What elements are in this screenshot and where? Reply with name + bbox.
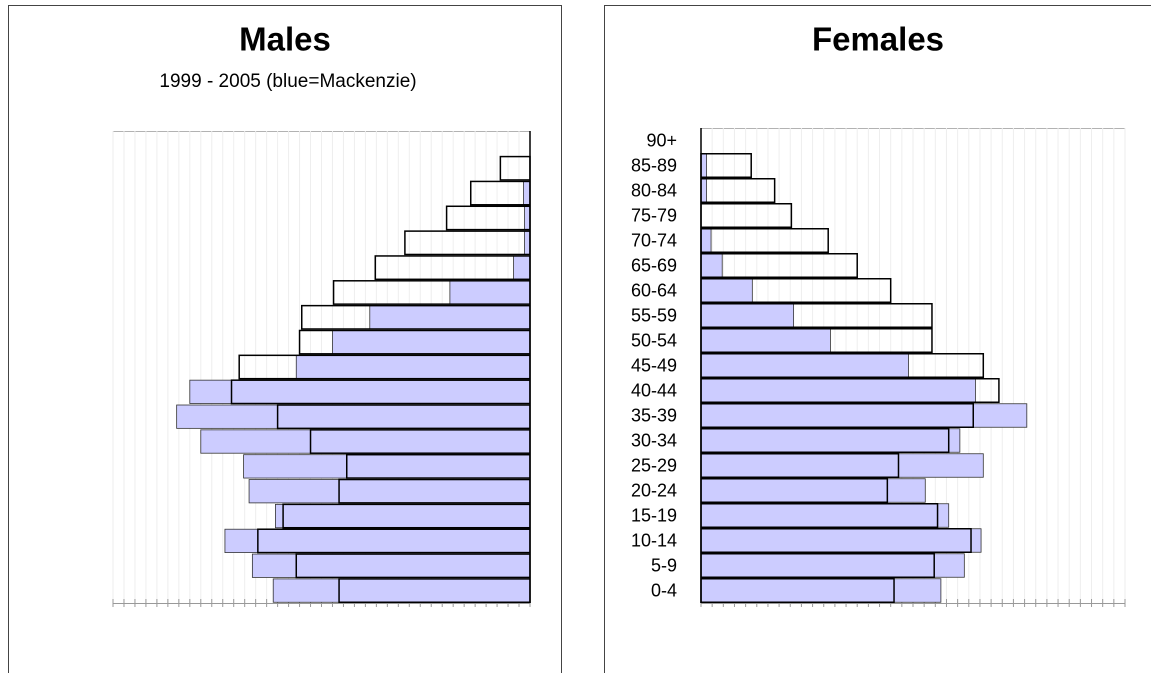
bar [700, 353, 909, 378]
bar [700, 528, 982, 553]
bar [524, 230, 531, 255]
bar [251, 553, 531, 578]
y-tick-label: 25-29 [631, 455, 677, 475]
bar [449, 280, 531, 305]
bar [200, 429, 531, 454]
y-tick-label: 55-59 [631, 305, 677, 325]
y-tick-label: 35-39 [631, 405, 677, 425]
panel-frames [8, 5, 1151, 673]
bar-outline [499, 155, 531, 181]
y-tick-label: 15-19 [631, 505, 677, 525]
y-tick-label: 0-4 [651, 580, 677, 600]
bar [700, 403, 1028, 428]
bar-outline [700, 228, 829, 253]
bar [700, 478, 926, 503]
y-tick-label: 90+ [646, 130, 677, 150]
bar [700, 503, 950, 528]
bar [700, 153, 707, 178]
bar-outline [700, 153, 752, 178]
bar-outline [445, 205, 531, 231]
bar [700, 553, 965, 578]
y-tick-label: 10-14 [631, 530, 677, 550]
bar [243, 454, 531, 479]
bar [700, 178, 707, 203]
bar [224, 528, 531, 553]
y-tick-label: 65-69 [631, 255, 677, 275]
bar [275, 503, 531, 529]
y-tick-label: 40-44 [631, 380, 677, 400]
bar [189, 379, 531, 404]
bar [700, 428, 961, 453]
bar [700, 228, 712, 253]
y-tick-label: 20-24 [631, 480, 677, 500]
bar [700, 328, 831, 353]
y-tick-label: 60-64 [631, 280, 677, 300]
bar-outline [404, 230, 531, 256]
bar [523, 181, 531, 206]
bar [700, 278, 753, 303]
y-tick-label: 50-54 [631, 330, 677, 350]
y-tick-label: 80-84 [631, 180, 677, 200]
y-tick-label: 5-9 [651, 555, 677, 575]
bar [700, 303, 795, 328]
y-tick-label: 70-74 [631, 230, 677, 250]
bar [700, 253, 723, 278]
chart-subtitle: 1999 - 2005 (blue=Mackenzie) [159, 71, 416, 92]
bar [369, 305, 531, 330]
bar [295, 354, 531, 380]
chart-title: Females [812, 21, 944, 58]
bar-outline [700, 203, 793, 228]
bar [700, 453, 984, 478]
bar-outline [469, 180, 531, 206]
bar [332, 330, 531, 355]
bar [513, 255, 531, 280]
y-tick-label: 30-34 [631, 430, 677, 450]
y-tick-label: 45-49 [631, 355, 677, 375]
y-tick-label: 85-89 [631, 155, 677, 175]
bar [524, 205, 531, 231]
bar [176, 404, 531, 429]
bar [272, 578, 531, 603]
bar [248, 479, 531, 504]
bar [700, 378, 976, 403]
chart-title: Males [239, 21, 331, 58]
bar [700, 578, 942, 603]
y-tick-label: 75-79 [631, 205, 677, 225]
